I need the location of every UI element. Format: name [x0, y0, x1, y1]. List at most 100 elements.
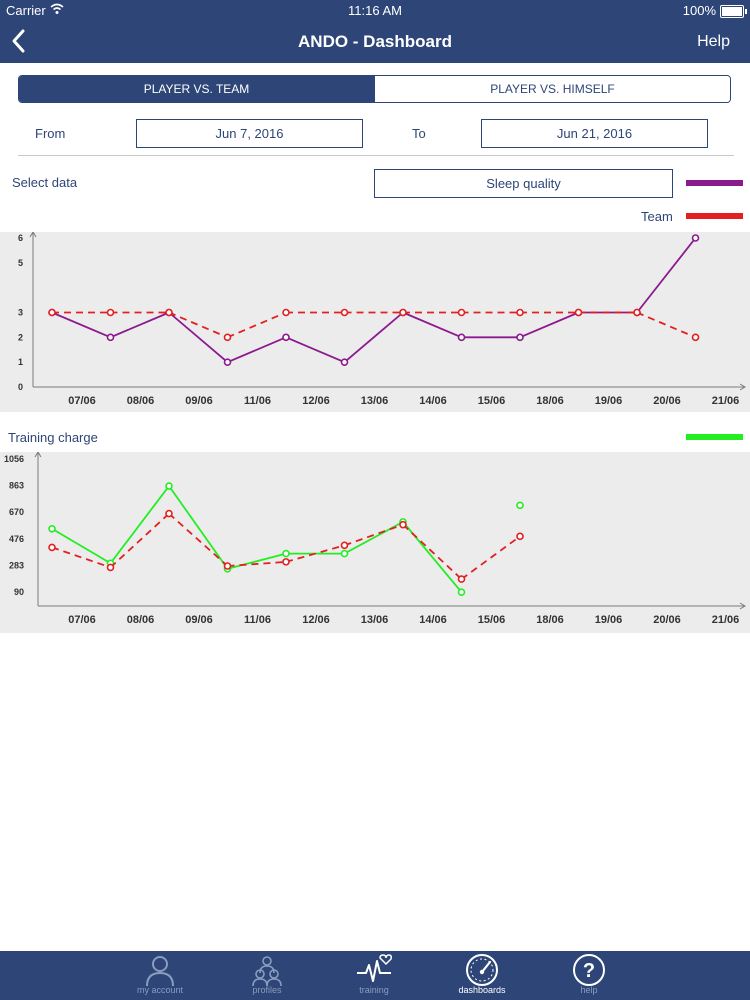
x-tick-label: 08/06	[127, 395, 155, 407]
tab-profiles[interactable]: profiles	[222, 951, 312, 1000]
battery-icon	[720, 5, 747, 18]
x-tick-label: 13/06	[361, 395, 389, 407]
player-line-point	[106, 333, 115, 342]
y-tick-label: 1056	[4, 454, 24, 464]
team-training-line-point	[223, 562, 232, 570]
team-legend-label: Team	[641, 209, 673, 224]
tab-label: profiles	[252, 985, 282, 995]
select-data-label: Select data	[12, 175, 78, 190]
team-line-point	[633, 308, 641, 317]
x-tick-label: 21/06	[712, 614, 740, 626]
x-tick-label: 19/06	[595, 614, 623, 626]
player-line-segment	[227, 336, 287, 363]
training-line-point	[165, 482, 173, 490]
team-training-line-point	[457, 575, 466, 583]
tab-my-account[interactable]: my account	[115, 951, 205, 1000]
from-date-field[interactable]: Jun 7, 2016	[136, 119, 363, 148]
clock: 11:16 AM	[348, 3, 402, 18]
x-tick-label: 14/06	[419, 395, 447, 407]
y-tick-label: 3	[18, 308, 23, 318]
group-icon	[222, 953, 312, 987]
person-icon	[115, 953, 205, 987]
carrier-label: Carrier	[6, 3, 46, 18]
player-line-segment	[168, 311, 229, 363]
y-tick-label: 6	[18, 233, 23, 243]
team-line-segment	[227, 311, 287, 339]
battery-percent: 100%	[682, 3, 716, 18]
y-tick-label: 5	[18, 258, 23, 268]
x-tick-label: 11/06	[244, 614, 271, 626]
y-tick-label: 670	[9, 507, 24, 517]
team-training-line-segment	[109, 512, 170, 569]
x-tick-label: 14/06	[419, 614, 447, 626]
training-line-segment	[344, 521, 404, 555]
question-icon: ?	[544, 953, 634, 987]
training-line-segment	[227, 552, 287, 570]
speedometer-icon	[437, 953, 527, 987]
y-tick-label: 476	[9, 534, 24, 544]
player-legend-swatch	[686, 180, 743, 186]
team-training-line-segment	[344, 523, 404, 547]
team-training-line-point	[516, 532, 524, 541]
tab-help[interactable]: ? help	[544, 951, 634, 1000]
x-tick-label: 11/06	[244, 395, 271, 407]
team-training-line-segment	[51, 546, 111, 569]
x-tick-label: 12/06	[302, 614, 330, 626]
y-tick-label: 90	[14, 587, 24, 597]
data-type-select[interactable]: Sleep quality	[374, 169, 673, 198]
team-training-line-segment	[285, 544, 345, 563]
chevron-left-icon[interactable]	[10, 28, 28, 61]
x-axis-arrow	[739, 383, 746, 391]
x-tick-label: 20/06	[653, 395, 681, 407]
team-training-line-point	[282, 558, 290, 566]
team-training-line-segment	[168, 512, 229, 567]
heartbeat-icon	[329, 953, 419, 987]
team-training-line-point	[106, 563, 115, 572]
x-tick-label: 20/06	[653, 614, 681, 626]
training-charge-label: Training charge	[8, 430, 98, 445]
y-tick-label: 283	[9, 561, 24, 571]
x-tick-label: 09/06	[185, 395, 213, 407]
player-line-point	[457, 333, 466, 342]
training-line-segment	[109, 485, 170, 564]
team-line-segment	[168, 311, 228, 339]
y-tick-label: 863	[9, 481, 24, 491]
team-legend-swatch	[686, 213, 743, 219]
x-axis-arrow	[739, 602, 746, 610]
training-line-segment	[51, 528, 111, 565]
help-button[interactable]: Help	[697, 33, 730, 50]
x-tick-label: 13/06	[361, 614, 389, 626]
x-tick-label: 07/06	[68, 395, 96, 407]
team-training-line-segment	[402, 523, 463, 580]
x-tick-label: 15/06	[478, 614, 506, 626]
sleep-quality-chart: 0 1 2 3 5 6 07/06 08/06 09/06 11/06 12/06 13/06 14/0…	[18, 232, 746, 407]
segment-player-vs-himself[interactable]: PLAYER VS. HIMSELF	[374, 76, 730, 102]
training-line-point	[516, 501, 524, 510]
team-line-point	[223, 333, 232, 342]
training-chart-background	[0, 452, 750, 633]
player-line-point	[223, 358, 232, 366]
to-date-field[interactable]: Jun 21, 2016	[481, 119, 708, 148]
tab-dashboards[interactable]: dashboards	[437, 951, 527, 1000]
comparison-segmented-control: PLAYER VS. TEAM PLAYER VS. HIMSELF	[18, 75, 731, 103]
training-legend-swatch	[686, 434, 743, 440]
player-line-segment	[402, 311, 462, 339]
team-line-point	[48, 308, 56, 317]
team-line-point	[516, 308, 524, 317]
team-line-point	[106, 308, 115, 317]
team-line-point	[574, 308, 583, 317]
tab-label: help	[580, 985, 598, 995]
team-line-segment	[636, 311, 696, 339]
segment-player-vs-team[interactable]: PLAYER VS. TEAM	[19, 76, 374, 102]
tab-label: training	[359, 985, 389, 995]
x-tick-label: 15/06	[478, 395, 506, 407]
player-line-segment	[519, 311, 579, 339]
page-title: ANDO - Dashboard	[298, 32, 452, 51]
team-line-point	[340, 308, 349, 317]
wifi-icon	[50, 3, 64, 18]
divider	[18, 155, 734, 156]
tab-training[interactable]: training	[329, 951, 419, 1000]
y-tick-label: 0	[18, 382, 23, 392]
team-line-point	[399, 308, 407, 317]
sleep-chart-background	[0, 232, 750, 412]
